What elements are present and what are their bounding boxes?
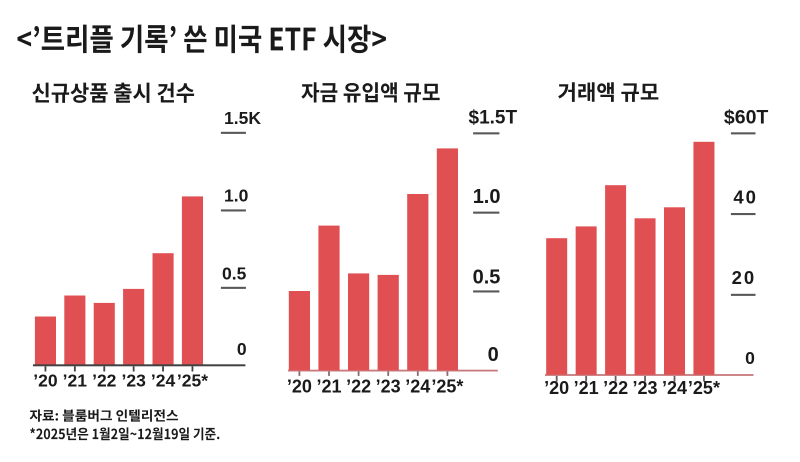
svg-text:$1.5T: $1.5T [469, 108, 518, 129]
svg-text:0: 0 [488, 344, 499, 366]
svg-text:’20: ’20 [287, 377, 312, 397]
svg-text:20: 20 [732, 267, 757, 288]
svg-text:’23: ’23 [633, 378, 658, 398]
svg-text:’21: ’21 [316, 377, 341, 397]
svg-text:’24: ’24 [662, 378, 687, 398]
svg-text:’23: ’23 [121, 371, 146, 391]
svg-text:’25*: ’25* [688, 378, 720, 398]
svg-text:0: 0 [745, 348, 755, 368]
svg-text:$60T: $60T [724, 106, 769, 128]
svg-text:’24: ’24 [405, 377, 430, 397]
svg-text:’22: ’22 [346, 377, 371, 397]
svg-text:’23: ’23 [376, 377, 401, 397]
svg-text:’25*: ’25* [431, 377, 463, 397]
svg-text:’22: ’22 [92, 371, 117, 391]
svg-text:0.5: 0.5 [222, 263, 247, 283]
svg-text:1.0: 1.0 [473, 186, 501, 208]
svg-text:1.5K: 1.5K [224, 108, 261, 128]
svg-text:0.5: 0.5 [473, 267, 501, 289]
svg-text:’20: ’20 [544, 378, 569, 398]
svg-text:1.0: 1.0 [224, 186, 249, 206]
svg-text:’25*: ’25* [177, 371, 208, 391]
svg-text:0: 0 [237, 339, 247, 359]
svg-text:’21: ’21 [63, 371, 88, 391]
svg-text:’24: ’24 [151, 371, 176, 391]
svg-text:’21: ’21 [574, 378, 599, 398]
svg-text:40: 40 [733, 187, 758, 208]
svg-text:’22: ’22 [603, 378, 628, 398]
svg-text:’20: ’20 [33, 371, 58, 391]
